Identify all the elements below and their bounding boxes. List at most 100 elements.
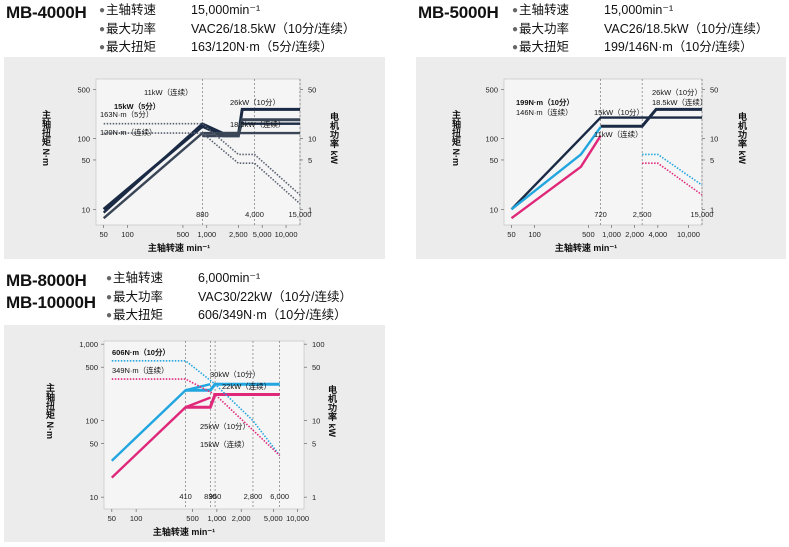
spec-label: 最大功率 bbox=[106, 289, 198, 308]
x-tick-label: 2,500 bbox=[229, 230, 248, 239]
x-tick-label: 50 bbox=[108, 514, 116, 523]
chart-panel-mb-5000h: 720 2,500 15,000 10 50 100 500 1 5 10 50 50 100 500 1,… bbox=[416, 57, 786, 259]
curve-annotation: 15kW（10分） bbox=[594, 108, 644, 117]
spec-label: 最大功率 bbox=[512, 21, 604, 40]
spec-value: VAC26/18.5kW（10分/连续） bbox=[604, 21, 769, 36]
reference-line-label: 2,800 bbox=[244, 492, 263, 501]
y-tick-label-left: 500 bbox=[77, 85, 90, 94]
curve-annotation: 163N·m（5分） bbox=[100, 110, 153, 119]
y-tick-label-left: 1,000 bbox=[79, 340, 98, 349]
spec-label: 最大扭矩 bbox=[106, 307, 198, 326]
y-axis-label-right: 电机功率 kW bbox=[327, 384, 337, 438]
x-tick-label: 500 bbox=[186, 514, 199, 523]
curve-annotation: 120N·m（连续） bbox=[100, 127, 157, 137]
y-tick-label-right: 10 bbox=[308, 135, 316, 144]
torque-curve bbox=[642, 153, 703, 186]
chart-panel-mb-8000h: 410 830 950 2,800 6,000 10 50 100 500 1,000 1 5 10 50… bbox=[4, 325, 385, 542]
y-tick-label-right: 10 bbox=[312, 417, 320, 426]
y-tick-label-right: 5 bbox=[710, 156, 714, 165]
reference-line-label: 15,000 bbox=[289, 210, 312, 219]
y-tick-label-right: 5 bbox=[312, 440, 316, 449]
y-tick-label-left: 50 bbox=[82, 156, 90, 165]
y-axis-label-right: 电机功率 kW bbox=[737, 111, 747, 165]
y-axis-label-left: 主轴扭矩 N·m bbox=[451, 109, 462, 166]
spec-value: 15,000min⁻¹ bbox=[604, 3, 674, 17]
x-axis-label: 主轴转速 min⁻¹ bbox=[148, 242, 210, 253]
y-axis-label-left: 主轴扭矩 N·m bbox=[41, 109, 52, 166]
curve-annotation: 25kW（10分） bbox=[200, 422, 250, 431]
y-tick-label-right: 50 bbox=[710, 85, 718, 94]
x-tick-label: 50 bbox=[100, 230, 108, 239]
torque-curve bbox=[111, 359, 281, 456]
x-tick-label: 10,000 bbox=[286, 514, 309, 523]
x-axis-label: 主轴转速 min⁻¹ bbox=[153, 526, 215, 537]
x-tick-label: 100 bbox=[130, 514, 143, 523]
y-tick-label-left: 500 bbox=[485, 85, 498, 94]
spec-label: 最大扭矩 bbox=[512, 39, 604, 58]
power-curve bbox=[202, 118, 300, 138]
y-tick-label-right: 1 bbox=[308, 205, 312, 214]
spec-value: 163/120N·m（5分/连续） bbox=[191, 40, 333, 54]
y-tick-label-left: 50 bbox=[490, 156, 498, 165]
curve-annotation: 22kW（连续） bbox=[222, 381, 271, 391]
y-tick-label-right: 5 bbox=[308, 156, 312, 165]
torque-curve bbox=[102, 131, 300, 220]
reference-line-label: 880 bbox=[196, 210, 209, 219]
x-tick-label: 1,000 bbox=[602, 230, 621, 239]
x-tick-label: 2,000 bbox=[625, 230, 644, 239]
reference-line-label: 720 bbox=[594, 210, 607, 219]
curve-annotation: 26kW（10分） bbox=[230, 98, 280, 107]
y-axis-label-right: 电机功率 kW bbox=[329, 111, 339, 165]
torque-curve bbox=[510, 126, 602, 211]
spec-value: 606/349N·m（10分/连续） bbox=[198, 308, 347, 322]
curve-annotation: 606N·m（10分） bbox=[112, 347, 170, 357]
y-tick-label-right: 100 bbox=[312, 340, 325, 349]
curve-annotation: 11kW（连续） bbox=[594, 129, 643, 139]
y-tick-label-left: 100 bbox=[77, 135, 90, 144]
y-tick-label-right: 1 bbox=[710, 205, 714, 214]
curve-annotation: 199N·m（10分） bbox=[516, 97, 574, 107]
model-name-mb-10000h: MB-10000H bbox=[6, 293, 96, 312]
chart-mb-5000h: 720 2,500 15,000 10 50 100 500 1 5 10 50 50 100 500 1,… bbox=[451, 78, 747, 253]
x-tick-label: 1,000 bbox=[197, 230, 216, 239]
x-tick-label: 1,000 bbox=[207, 514, 226, 523]
spec-value: 6,000min⁻¹ bbox=[198, 271, 261, 285]
spec-label: 最大功率 bbox=[99, 21, 191, 40]
y-tick-label-left: 100 bbox=[485, 135, 498, 144]
y-tick-label-left: 10 bbox=[82, 205, 90, 214]
curve-annotation: 349N·m（连续） bbox=[112, 365, 169, 375]
power-curve bbox=[185, 382, 280, 392]
x-tick-label: 500 bbox=[177, 230, 190, 239]
x-tick-label: 2,000 bbox=[232, 514, 251, 523]
model-name-mb-4000h: MB-4000H bbox=[6, 3, 87, 22]
torque-curve bbox=[642, 162, 703, 196]
reference-line-label: 6,000 bbox=[270, 492, 289, 501]
spec-label: 主轴转速 bbox=[106, 270, 198, 289]
spec-label: 主轴转速 bbox=[512, 2, 604, 21]
power-curve bbox=[600, 107, 702, 128]
curve-annotation: 18.5kW（连续） bbox=[652, 97, 707, 107]
chart-mb-4000h: 880 4,000 15,000 10 50 100 500 1 5 10 50 50 100 500 1,… bbox=[41, 78, 339, 253]
reference-line-label: 2,500 bbox=[633, 210, 652, 219]
chart-panel-mb-4000h: 880 4,000 15,000 10 50 100 500 1 5 10 50 50 100 500 1,… bbox=[4, 57, 385, 259]
plot-area bbox=[95, 78, 301, 226]
plot-area bbox=[103, 340, 305, 510]
power-curve bbox=[185, 393, 280, 409]
x-tick-label: 10,000 bbox=[677, 230, 700, 239]
y-axis-label-left: 主轴扭矩 N·m bbox=[45, 382, 56, 439]
y-tick-label-right: 50 bbox=[308, 85, 316, 94]
spec-value: VAC30/22kW（10分/连续） bbox=[198, 289, 352, 304]
curve-annotation: 15kW（连续） bbox=[200, 439, 249, 449]
curve-annotation: 18.5kW（连续） bbox=[230, 119, 285, 129]
x-tick-label: 100 bbox=[121, 230, 134, 239]
